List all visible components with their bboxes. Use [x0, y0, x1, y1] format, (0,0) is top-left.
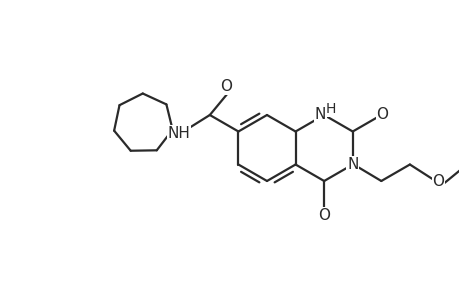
Text: H: H: [325, 102, 336, 116]
Text: O: O: [318, 208, 330, 223]
Text: N: N: [346, 157, 358, 172]
Text: O: O: [431, 173, 443, 188]
Text: NH: NH: [168, 126, 190, 141]
Text: N: N: [314, 106, 325, 122]
Text: O: O: [375, 106, 387, 122]
Text: O: O: [219, 79, 231, 94]
